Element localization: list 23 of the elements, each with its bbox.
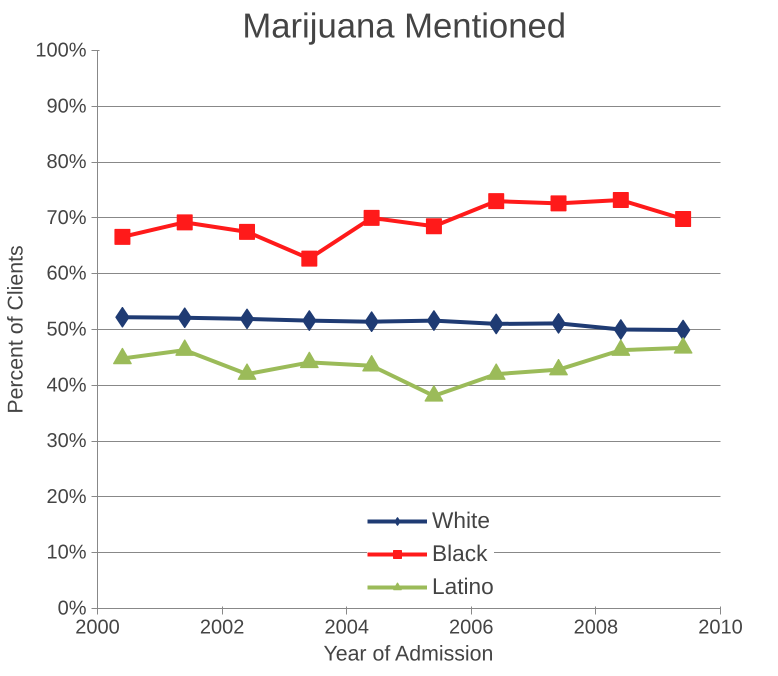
x-tick-label: 2008 <box>574 616 618 638</box>
legend-label: Black <box>432 540 488 567</box>
x-tick-label: 2000 <box>75 616 120 638</box>
y-tick-label: 60% <box>46 262 87 285</box>
legend-label: White <box>432 507 490 534</box>
x-tick-label: 2010 <box>698 616 743 638</box>
y-tick-label: 20% <box>46 486 87 508</box>
chart-title: Marijuana Mentioned <box>242 8 566 46</box>
y-tick-label: 30% <box>46 430 87 452</box>
y-tick-label: 80% <box>46 151 87 174</box>
y-tick-label: 10% <box>46 542 87 564</box>
x-tick-label: 2006 <box>449 616 494 638</box>
y-tick-label: 0% <box>58 598 87 620</box>
y-tick-label: 70% <box>46 206 87 229</box>
y-tick-label: 40% <box>46 374 87 396</box>
y-tick-label: 100% <box>35 40 87 62</box>
legend-label: Latino <box>432 573 494 600</box>
x-axis-title: Year of Admission <box>323 642 494 666</box>
y-axis-title: Percent of Clients <box>3 245 28 414</box>
y-tick-label: 90% <box>46 95 87 118</box>
y-tick-label: 50% <box>46 318 87 340</box>
x-tick-label: 2004 <box>324 616 369 638</box>
x-tick-label: 2002 <box>200 616 244 638</box>
